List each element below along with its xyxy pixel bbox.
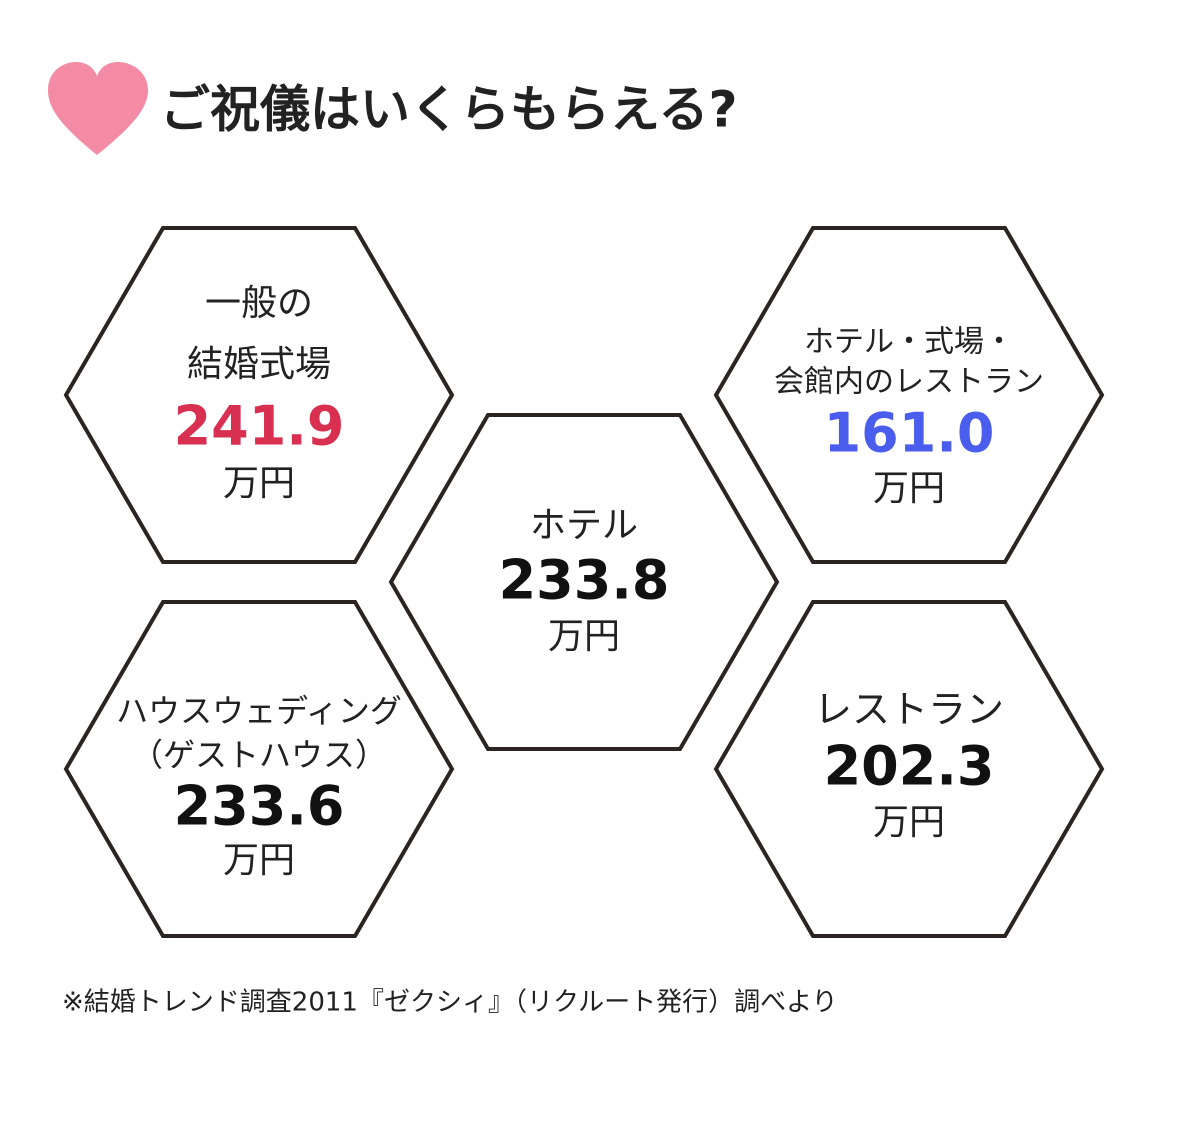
hexagon-label: レストラン <box>814 688 1004 732</box>
hexagon-value: 202.3 <box>824 735 995 798</box>
hexagon-label: （ゲストハウス） <box>131 736 387 774</box>
hexagon-unit: 万円 <box>223 463 295 504</box>
hexagon-label: ハウスウェディング <box>116 692 402 730</box>
heart-icon <box>48 62 148 155</box>
hexagon-unit: 万円 <box>548 616 620 657</box>
hexagon-value: 233.6 <box>174 775 345 838</box>
title: ご祝儀はいくらもらえる? <box>160 81 738 139</box>
hexagon-label: ホテル <box>530 505 638 546</box>
hexagon-label: 会館内のレストラン <box>774 365 1044 400</box>
hexagon-label: 一般の <box>205 283 313 324</box>
hexagon <box>63 226 455 564</box>
hexagon <box>63 600 455 938</box>
source-note: ※結婚トレンド調査2011『ゼクシィ』（リクルート発行）調べより <box>62 988 838 1018</box>
hexagon-label: 結婚式場 <box>187 344 331 385</box>
hexagon-unit: 万円 <box>873 802 945 843</box>
hexagon <box>713 600 1105 938</box>
hexagon-value: 241.9 <box>174 395 345 458</box>
hexagon-label: ホテル・式場・ <box>804 325 1014 360</box>
hexagon <box>388 413 780 751</box>
hexagon-value: 233.8 <box>499 549 670 612</box>
hexagon-unit: 万円 <box>873 468 945 509</box>
hexagon-unit: 万円 <box>223 840 295 881</box>
hexagon <box>713 226 1105 564</box>
hexagon-value: 161.0 <box>824 402 995 465</box>
